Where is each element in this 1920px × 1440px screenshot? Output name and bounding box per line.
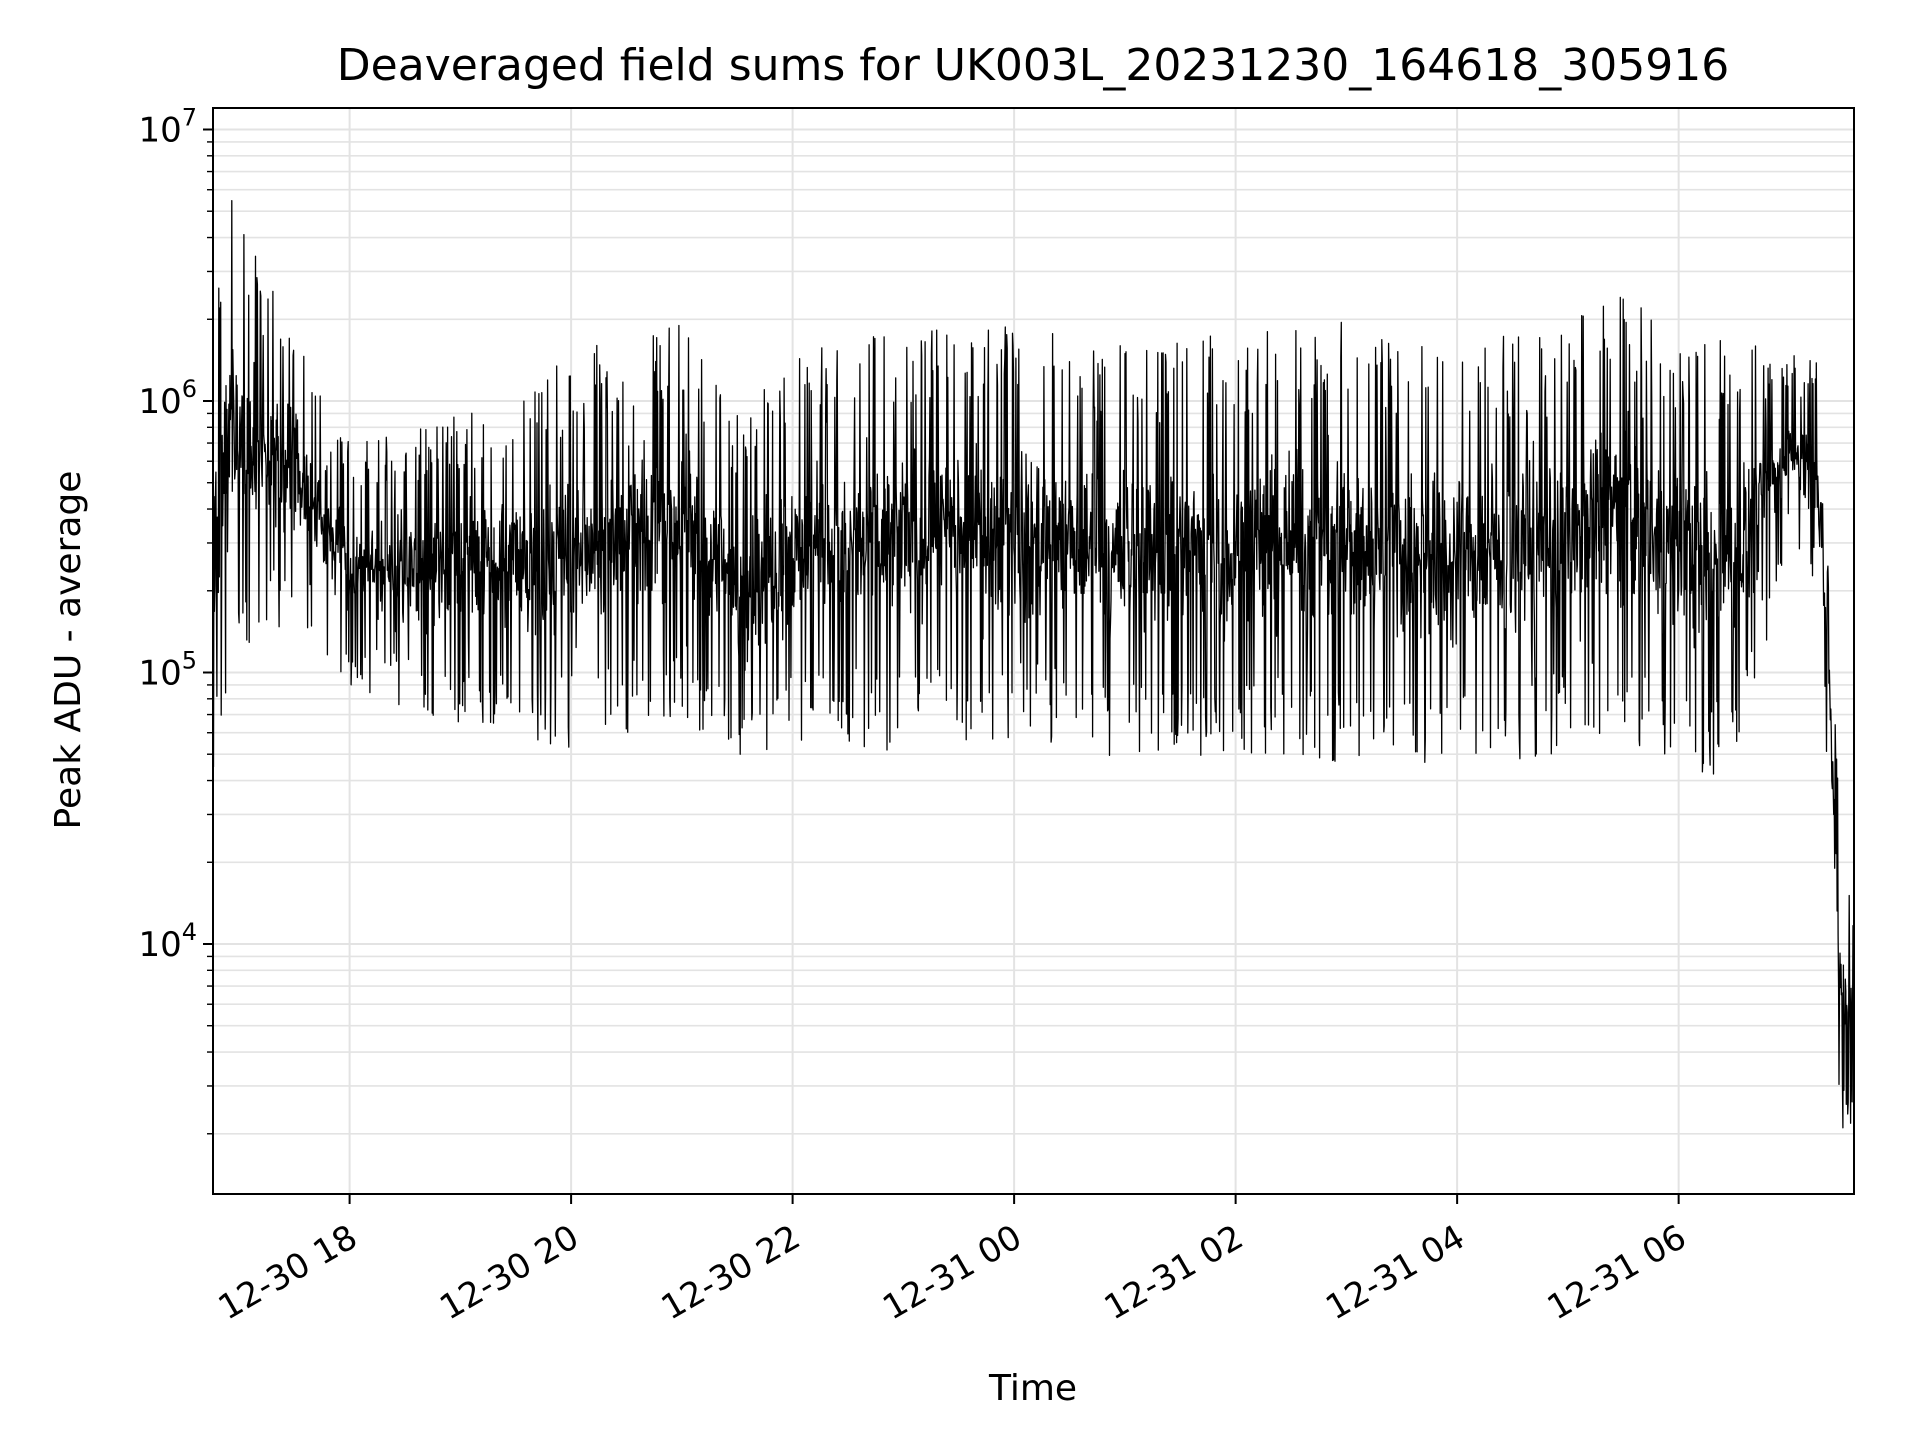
y-tick-label: 107 <box>138 103 197 150</box>
field-sum-line <box>212 200 1855 1129</box>
y-tick-exponent: 7 <box>182 103 197 131</box>
y-tick-exponent: 5 <box>182 646 197 674</box>
y-tick-label: 105 <box>138 646 197 693</box>
grid-lines <box>213 108 1854 1194</box>
y-tick-base: 10 <box>138 653 181 693</box>
plot-frame <box>212 107 1855 1195</box>
y-tick-base: 10 <box>138 110 181 150</box>
y-tick-exponent: 4 <box>182 918 197 946</box>
y-axis-label: Peak ADU - average <box>48 471 89 830</box>
y-tick-exponent: 6 <box>182 375 197 403</box>
x-axis-label: Time <box>988 1368 1077 1409</box>
y-tick-label: 104 <box>138 918 197 965</box>
y-tick-label: 106 <box>138 375 197 422</box>
chart-title: Deaveraged field sums for UK003L_2023123… <box>337 40 1729 91</box>
series-line <box>212 200 1855 1129</box>
y-tick-base: 10 <box>138 382 181 422</box>
y-tick-base: 10 <box>138 925 181 965</box>
